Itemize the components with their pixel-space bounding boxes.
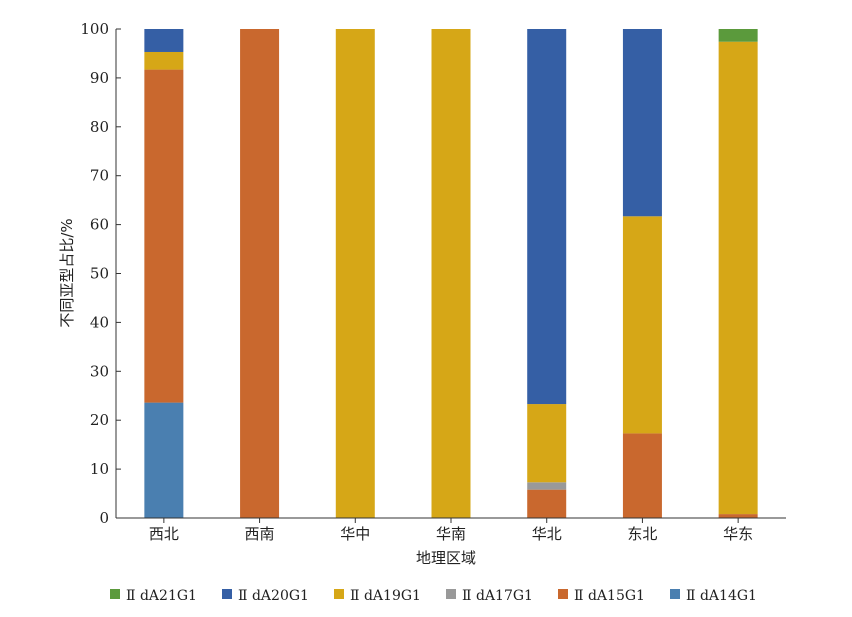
legend-label: Ⅱ dA21G1 bbox=[126, 588, 197, 604]
legend-label: Ⅱ dA14G1 bbox=[686, 588, 757, 604]
bar-华南-ⅡdA19G1 bbox=[431, 29, 471, 518]
bar-东北-ⅡdA19G1 bbox=[622, 216, 662, 434]
y-tick-label: 90 bbox=[90, 69, 109, 87]
legend-swatch bbox=[446, 589, 456, 599]
y-tick-label: 100 bbox=[80, 20, 109, 38]
y-tick-label: 70 bbox=[90, 167, 109, 185]
y-tick-label: 0 bbox=[99, 509, 109, 527]
legend-label: Ⅱ dA15G1 bbox=[574, 588, 645, 604]
x-axis-title: 地理区域 bbox=[416, 549, 476, 567]
bar-西北-ⅡdA15G1 bbox=[144, 69, 184, 403]
x-axis: 西北 西南 华中 华南 华北 东北 华东 bbox=[116, 517, 786, 543]
bar-华北-ⅡdA20G1 bbox=[527, 29, 567, 405]
x-tick-label: 华中 bbox=[340, 525, 370, 543]
legend-swatch bbox=[670, 589, 680, 599]
x-tick-label: 东北 bbox=[627, 525, 657, 543]
bar-西北-ⅡdA14G1 bbox=[144, 402, 184, 518]
bar-西南-ⅡdA15G1 bbox=[240, 29, 280, 518]
bar-华北-ⅡdA15G1 bbox=[527, 489, 567, 518]
y-tick-label: 20 bbox=[90, 411, 109, 429]
bar-西北-ⅡdA20G1 bbox=[144, 29, 184, 52]
y-tick-label: 30 bbox=[90, 362, 109, 380]
x-tick-label: 西北 bbox=[149, 525, 179, 543]
bar-华中-ⅡdA19G1 bbox=[335, 29, 375, 518]
bar-华东-ⅡdA15G1 bbox=[718, 514, 758, 518]
legend: Ⅱ dA21G1 Ⅱ dA20G1 Ⅱ dA19G1 Ⅱ dA17G1 Ⅱ dA15G1… bbox=[110, 588, 757, 604]
bar-西北-ⅡdA19G1 bbox=[144, 51, 184, 70]
y-tick-label: 10 bbox=[90, 460, 109, 478]
legend-swatch bbox=[334, 589, 344, 599]
legend-label: Ⅱ dA17G1 bbox=[462, 588, 533, 604]
y-tick-label: 80 bbox=[90, 118, 109, 136]
y-tick-label: 40 bbox=[90, 313, 109, 331]
bar-华北-ⅡdA19G1 bbox=[527, 404, 567, 483]
bar-东北-ⅡdA20G1 bbox=[622, 29, 662, 217]
legend-swatch bbox=[558, 589, 568, 599]
legend-label: Ⅱ dA19G1 bbox=[350, 588, 421, 604]
x-tick-label: 华北 bbox=[532, 525, 562, 543]
x-tick-label: 华南 bbox=[436, 525, 466, 543]
legend-label: Ⅱ dA20G1 bbox=[238, 588, 309, 604]
bar-东北-ⅡdA15G1 bbox=[622, 433, 662, 518]
x-tick-label: 西南 bbox=[245, 525, 275, 543]
bar-华东-ⅡdA19G1 bbox=[718, 41, 758, 515]
y-tick-label: 50 bbox=[90, 265, 109, 283]
y-axis-title: 不同亚型占比/% bbox=[58, 218, 76, 327]
y-axis: 0 10 20 30 40 50 60 70 80 90 100 bbox=[80, 20, 121, 527]
legend-swatch bbox=[110, 589, 120, 599]
x-tick-label: 华东 bbox=[723, 525, 753, 543]
y-tick-label: 60 bbox=[90, 216, 109, 234]
bar-华东-ⅡdA21G1 bbox=[718, 29, 758, 42]
bar-华北-ⅡdA17G1 bbox=[527, 482, 567, 490]
plot-area bbox=[144, 29, 758, 518]
legend-swatch bbox=[222, 589, 232, 599]
